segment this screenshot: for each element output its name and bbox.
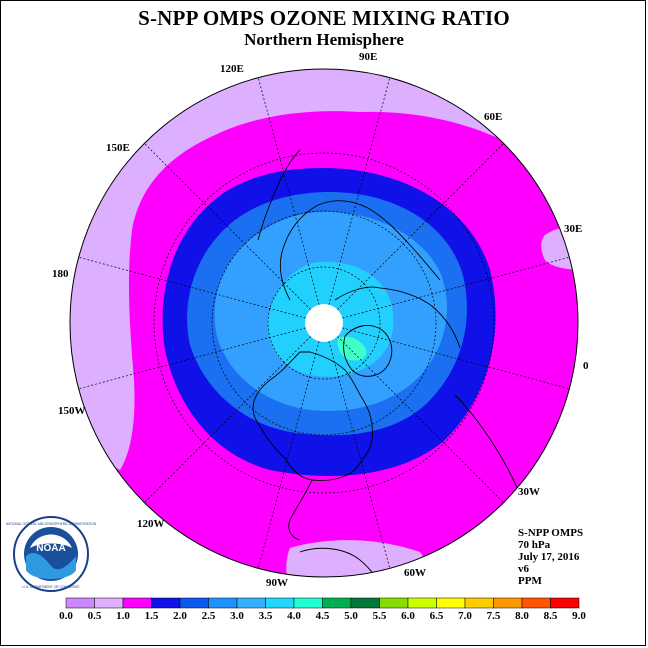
meridian-line xyxy=(328,341,391,569)
colorbar-swatch xyxy=(179,597,209,609)
logo-ring-text-bottom: U.S. DEPARTMENT OF COMMERCE xyxy=(22,585,80,589)
coastline-eurasia xyxy=(279,200,461,349)
meridian-line xyxy=(78,256,306,319)
colorbar-swatch xyxy=(94,597,124,609)
longitude-labels: 120E 90E 60E 150E 30E 180 0 150W 30W 120… xyxy=(52,51,589,589)
lon-label-120w: 120W xyxy=(137,518,165,530)
info-block: S-NPP OMPS 70 hPa July 17, 2016 v6 PPM xyxy=(518,527,583,587)
lon-label-30e: 30E xyxy=(564,223,582,235)
colorbar-swatch xyxy=(521,597,551,609)
noaa-logo: NOAA NATIONAL OCEANIC AND ATMOSPHERIC AD… xyxy=(6,516,97,592)
colorbar-tick-label: 2.0 xyxy=(173,610,187,622)
colorbar-tick-label: 7.5 xyxy=(487,610,501,622)
colorbar-swatch xyxy=(293,597,323,609)
meridian-line xyxy=(342,327,570,390)
colorbar-swatch xyxy=(407,597,437,609)
colorbar: 0.0 0.5 1.0 1.5 2.0 2.5 3.0 3.5 4.0 4.5 5.0 5.5 6.0 6… xyxy=(59,597,586,622)
logo-bird xyxy=(30,534,72,548)
map-boundary xyxy=(69,68,579,578)
meridian-line xyxy=(342,256,570,319)
colorbar-swatch xyxy=(550,597,580,609)
colorbar-swatch xyxy=(65,597,95,609)
map-subtitle: Northern Hemisphere xyxy=(244,30,404,49)
colorbar-swatch xyxy=(122,597,152,609)
info-level: 70 hPa xyxy=(518,539,551,551)
lon-label-120e: 120E xyxy=(220,63,244,75)
low-value-region-south xyxy=(286,540,429,577)
colorbar-tick-label: 8.0 xyxy=(515,610,529,622)
lon-label-60w: 60W xyxy=(404,567,426,579)
meridian-line xyxy=(337,143,504,310)
coastline-south-america xyxy=(299,547,386,577)
colorbar-swatch xyxy=(379,597,409,609)
info-version: v6 xyxy=(518,563,529,575)
latitude-circle-30 xyxy=(153,152,495,494)
latitude-circle-70 xyxy=(267,266,381,380)
logo-ring-text-top: NATIONAL OCEANIC AND ATMOSPHERIC ADMINIS… xyxy=(6,522,97,526)
latitude-circle-50 xyxy=(211,210,437,436)
coastline-north-america xyxy=(252,351,373,481)
colorbar-tick-label: 6.5 xyxy=(430,610,444,622)
colorbar-swatch xyxy=(236,597,266,609)
meridian-line xyxy=(78,327,306,390)
graticule xyxy=(78,77,570,569)
colorbar-tick-label: 9.0 xyxy=(572,610,586,622)
colorbar-tick-label: 8.5 xyxy=(544,610,558,622)
colorbar-tick-label: 7.0 xyxy=(458,610,472,622)
meridians xyxy=(78,77,570,569)
lon-label-150e: 150E xyxy=(106,142,130,154)
logo-wave xyxy=(26,553,76,579)
meridian-line xyxy=(144,336,311,503)
lon-label-90e: 90E xyxy=(359,51,377,63)
polar-night-gap xyxy=(305,304,343,342)
lon-label-60e: 60E xyxy=(484,111,502,123)
colorbar-tick-label: 2.5 xyxy=(202,610,216,622)
colorbar-swatch xyxy=(464,597,494,609)
colorbar-swatch xyxy=(350,597,380,609)
info-units: PPM xyxy=(518,575,542,587)
coastline-asia-east xyxy=(257,149,301,241)
colorbar-tick-label: 3.5 xyxy=(259,610,273,622)
colorbar-tick-label: 1.0 xyxy=(116,610,130,622)
meridian-line xyxy=(257,77,320,305)
meridian-line xyxy=(328,77,391,305)
lon-label-150w: 150W xyxy=(58,405,86,417)
colorbar-swatch xyxy=(265,597,295,609)
lon-label-30w: 30W xyxy=(518,486,540,498)
colorbar-swatch xyxy=(322,597,352,609)
colorbar-tick-label: 5.5 xyxy=(373,610,387,622)
colorbar-swatch xyxy=(436,597,466,609)
colorbar-tick-label: 4.5 xyxy=(316,610,330,622)
colorbar-tick-label: 0.5 xyxy=(88,610,102,622)
coastline-central-america xyxy=(288,479,313,541)
colorbar-tick-label: 5.0 xyxy=(344,610,358,622)
colorbar-tick-label: 4.0 xyxy=(287,610,301,622)
colorbar-tick-label: 3.0 xyxy=(230,610,244,622)
colorbar-swatch xyxy=(151,597,181,609)
meridian-line xyxy=(337,336,504,503)
ozone-field xyxy=(70,69,578,577)
colorbar-swatch xyxy=(493,597,523,609)
meridian-line xyxy=(144,143,311,310)
colorbar-tick-label: 1.5 xyxy=(145,610,159,622)
map-title: S-NPP OMPS OZONE MIXING RATIO xyxy=(138,6,510,30)
lon-label-90w: 90W xyxy=(266,577,288,589)
colorbar-tick-label: 6.0 xyxy=(401,610,415,622)
colorbar-tick-label: 0.0 xyxy=(59,610,73,622)
meridian-line xyxy=(257,341,320,569)
lon-label-180: 180 xyxy=(52,268,69,280)
info-instrument: S-NPP OMPS xyxy=(518,527,584,539)
coastlines xyxy=(252,149,531,577)
lon-label-0: 0 xyxy=(583,360,589,372)
info-date: July 17, 2016 xyxy=(518,551,580,563)
colorbar-swatch xyxy=(208,597,238,609)
coastline-greenland xyxy=(343,325,393,377)
logo-text: NOAA xyxy=(36,543,65,554)
